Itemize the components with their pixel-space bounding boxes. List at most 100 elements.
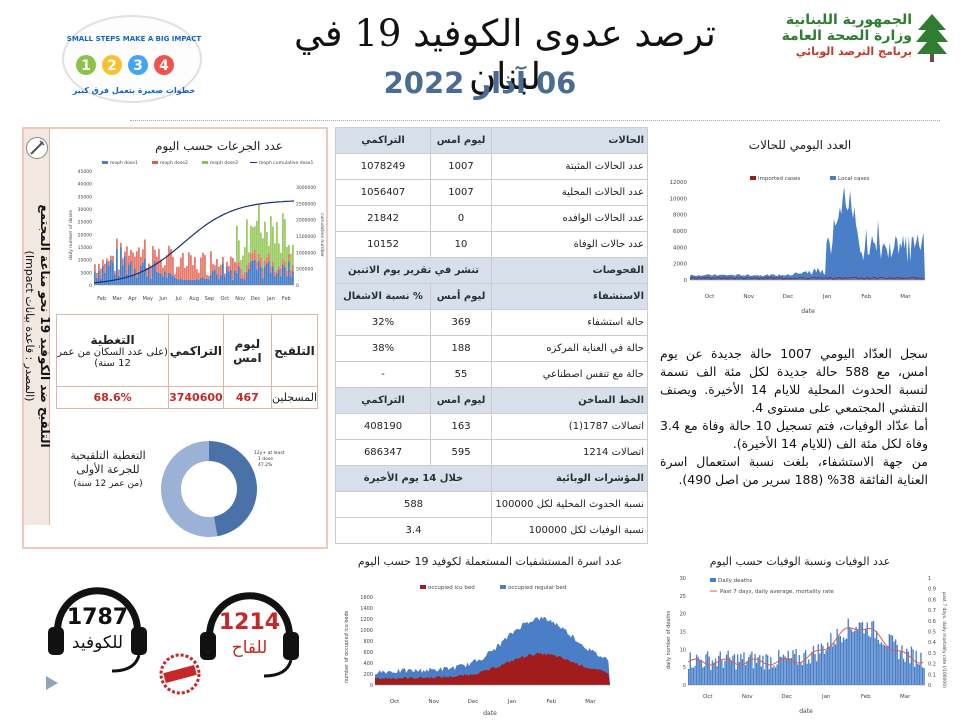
- vax-bar-dose1: [104, 272, 106, 285]
- vax-y2-tick: 2500000: [296, 201, 316, 207]
- deaths-ylabel: daily number of deaths: [666, 611, 672, 670]
- vax-bar-dose3: [278, 243, 280, 266]
- vax-bar-dose2: [222, 256, 224, 264]
- vax-y-tick: 35000: [78, 194, 92, 200]
- vax-bar-dose2: [134, 256, 136, 269]
- vax-bar-dose2: [292, 264, 294, 272]
- vax-bar-dose2: [152, 246, 154, 266]
- deaths-bar: [691, 667, 693, 685]
- vax-bar-dose2: [212, 264, 214, 271]
- deaths-y2-tick: 0.8: [928, 597, 936, 603]
- daily-legend-imported: imported cases: [758, 176, 800, 182]
- deaths-bar: [855, 626, 857, 685]
- vax-x-month: Jan: [266, 296, 275, 302]
- deaths-bar: [736, 654, 739, 685]
- vax-bar-dose1: [224, 276, 226, 285]
- vax-bar-dose2: [204, 255, 206, 279]
- row-yesterday: 595: [430, 439, 492, 466]
- vax-bar-dose1: [144, 258, 146, 285]
- first-dose-coverage-donut: 12y+ at least 1 dose 47.2%: [161, 441, 285, 537]
- donut-slice-covered: [209, 441, 257, 537]
- vax-x-month: Feb: [97, 296, 106, 302]
- deaths-bar: [918, 664, 921, 685]
- vax-bar-dose1: [166, 277, 168, 285]
- deaths-bar: [923, 668, 925, 685]
- daily-cases-chart-title: العدد اليومي للحالات: [748, 138, 852, 152]
- cases-cumulative-header: التراكمي: [334, 127, 432, 154]
- deaths-bar: [694, 665, 696, 685]
- row-cumulative: 408190: [334, 413, 432, 440]
- row-label: حالة استشفاء: [491, 309, 648, 336]
- indicators-header: المؤشرات الوبائية: [491, 465, 648, 492]
- vax-legend-cumulative: moph cumulative dose1: [259, 160, 313, 166]
- vax-bar-dose3: [284, 219, 286, 262]
- vax-bar-dose2: [178, 266, 180, 280]
- vax-bar-dose1: [154, 260, 156, 285]
- vax-bar-dose2: [110, 255, 112, 260]
- next-page-arrow-icon[interactable]: [46, 676, 58, 690]
- deaths-bar: [907, 651, 909, 685]
- deaths-bar: [706, 651, 709, 685]
- vax-bar-dose2: [248, 262, 250, 269]
- vaccination-side-source: (المصدر : قاعدة بيانات Impact): [23, 250, 36, 402]
- tests-note: تنشر في تقرير يوم الاثنين: [335, 257, 492, 284]
- page-title: ترصد عدوى الكوفيد 19 في لبنان: [294, 12, 716, 98]
- vax-bar-dose3: [248, 252, 250, 263]
- vax-bar-dose1: [222, 263, 224, 285]
- deaths-bar: [860, 622, 862, 685]
- vax-x-month: Dec: [251, 296, 261, 302]
- vax-bar-dose2: [186, 265, 188, 280]
- daily-y-tick: 8000: [673, 213, 687, 219]
- deaths-bar: [721, 660, 723, 685]
- vax-bar-dose1: [108, 265, 110, 285]
- deaths-y2label: past 7 days, daily mortality rate (/1000…: [941, 592, 947, 688]
- deaths-bar: [894, 639, 897, 685]
- headset-icon: [200, 592, 299, 678]
- vax-bar-dose1: [226, 266, 228, 285]
- vax-y2-tick: 500000: [296, 267, 313, 273]
- vax-y-tick: 20000: [78, 232, 92, 238]
- vax-bar-dose1: [178, 279, 180, 285]
- vax-bar-dose2: [200, 257, 202, 278]
- indicators-period: خلال 14 يوم الأخيرة: [335, 465, 492, 492]
- deaths-bar: [888, 634, 891, 685]
- vax-bar-dose2: [206, 274, 208, 279]
- vax-bar-dose2: [220, 264, 222, 276]
- vax-bar-dose1: [128, 264, 130, 285]
- vax-bar-dose2: [196, 269, 198, 279]
- vax-bar-dose1: [140, 265, 142, 285]
- vaccination-side-title-main: التلقيح ضد الكوفيد 19 نحو مناعة المجتمع: [38, 204, 52, 448]
- vax-bar-dose2: [120, 242, 122, 248]
- deaths-bar: [743, 652, 745, 685]
- vax-bar-dose1: [272, 266, 274, 285]
- vax-bar-dose1: [214, 269, 216, 285]
- vax-bar-dose2: [138, 247, 140, 273]
- deaths-bar: [861, 622, 864, 685]
- vax-bar-dose3: [286, 246, 288, 271]
- deaths-bar: [784, 656, 786, 685]
- vaccination-side-title: التلقيح ضد الكوفيد 19 نحو مناعة المجتمع …: [22, 145, 52, 507]
- vax-bar-dose3: [254, 226, 256, 251]
- vax-bar-dose2: [158, 248, 160, 273]
- row-cumulative: 1078249: [334, 153, 432, 180]
- vax-bar-dose1: [118, 275, 120, 285]
- vax-bar-dose3: [250, 225, 252, 254]
- vax-bar-dose1: [94, 271, 96, 285]
- vax-bar-dose1: [232, 279, 234, 285]
- vax-bar-dose3: [262, 238, 264, 269]
- deaths-bar: [730, 660, 733, 685]
- deaths-y2-tick: 0.5: [928, 630, 936, 636]
- vaccine-doses-chart: moph dose1 moph dose2 moph dose3 moph cu…: [68, 160, 325, 302]
- vax-bar-dose2: [106, 258, 108, 262]
- deaths-y-tick: 10: [680, 647, 686, 653]
- deaths-bar: [787, 650, 789, 685]
- vax-bar-dose3: [268, 245, 270, 254]
- vax-bar-dose2: [146, 267, 148, 277]
- row-label: اتصالات 1214: [491, 439, 648, 466]
- vax-bar-dose1: [252, 260, 254, 285]
- deaths-bar: [806, 663, 808, 685]
- deaths-bar: [823, 653, 826, 685]
- vax-bar-dose1: [268, 261, 270, 285]
- vax-bar-dose1: [156, 272, 158, 285]
- beds-x-month: Feb: [546, 699, 556, 705]
